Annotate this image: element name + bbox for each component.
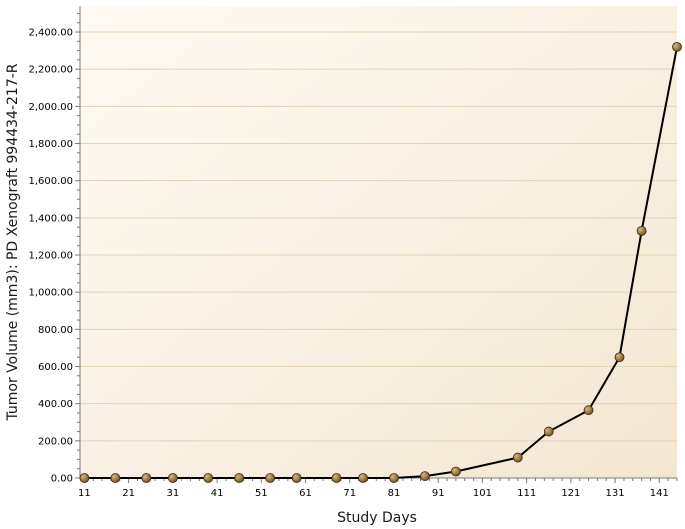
x-tick-label: 31 [166, 488, 179, 499]
x-tick-label: 71 [343, 488, 356, 499]
data-point[interactable] [513, 453, 522, 462]
y-tick-label: 1,400.00 [28, 213, 73, 224]
data-point[interactable] [142, 474, 151, 483]
x-tick-label: 111 [517, 488, 536, 499]
y-tick-label: 1,200.00 [28, 251, 73, 262]
y-tick-label: 2,200.00 [28, 65, 73, 76]
data-point[interactable] [637, 226, 646, 235]
data-point[interactable] [266, 474, 275, 483]
y-tick-label: 1,600.00 [28, 176, 73, 187]
x-tick-label: 81 [388, 488, 401, 499]
x-tick-label: 121 [561, 488, 580, 499]
data-point[interactable] [80, 474, 89, 483]
x-tick-label: 141 [650, 488, 669, 499]
data-point[interactable] [235, 474, 244, 483]
x-tick-label: 11 [78, 488, 91, 499]
data-point[interactable] [673, 42, 682, 51]
data-point[interactable] [615, 353, 624, 362]
x-axis-ticks: 11 21 31 41 51 61 71 81 91 101 111 121 131 141 [78, 478, 677, 499]
y-tick-label: 1,000.00 [28, 288, 73, 299]
data-point[interactable] [584, 406, 593, 415]
y-tick-label: 800.00 [38, 325, 73, 336]
x-tick-label: 131 [606, 488, 625, 499]
data-point[interactable] [332, 474, 341, 483]
y-tick-label: 1,800.00 [28, 139, 73, 150]
data-point[interactable] [389, 474, 398, 483]
data-point[interactable] [544, 427, 553, 436]
y-axis-ticks: 0.00 200.00 400.00 600.00 800.00 1,000.00 1,20… [28, 13, 80, 484]
data-point[interactable] [204, 474, 213, 483]
data-point[interactable] [420, 472, 429, 481]
x-axis-title: Study Days [337, 510, 417, 526]
y-axis-title: Tumor Volume (mm3): PD Xenograft 994434-… [5, 63, 21, 421]
y-tick-label: 2,000.00 [28, 102, 73, 113]
x-tick-label: 61 [299, 488, 312, 499]
data-point[interactable] [111, 474, 120, 483]
data-point[interactable] [292, 474, 301, 483]
x-tick-label: 41 [211, 488, 224, 499]
x-tick-label: 91 [432, 488, 445, 499]
y-tick-label: 200.00 [38, 436, 73, 447]
data-point[interactable] [451, 467, 460, 476]
y-tick-label: 0.00 [51, 474, 73, 485]
y-tick-label: 400.00 [38, 399, 73, 410]
data-point[interactable] [168, 474, 177, 483]
y-tick-label: 2,400.00 [28, 28, 73, 39]
x-tick-label: 101 [473, 488, 492, 499]
x-tick-label: 21 [122, 488, 135, 499]
y-tick-label: 600.00 [38, 362, 73, 373]
x-tick-label: 51 [255, 488, 268, 499]
data-point[interactable] [359, 474, 368, 483]
